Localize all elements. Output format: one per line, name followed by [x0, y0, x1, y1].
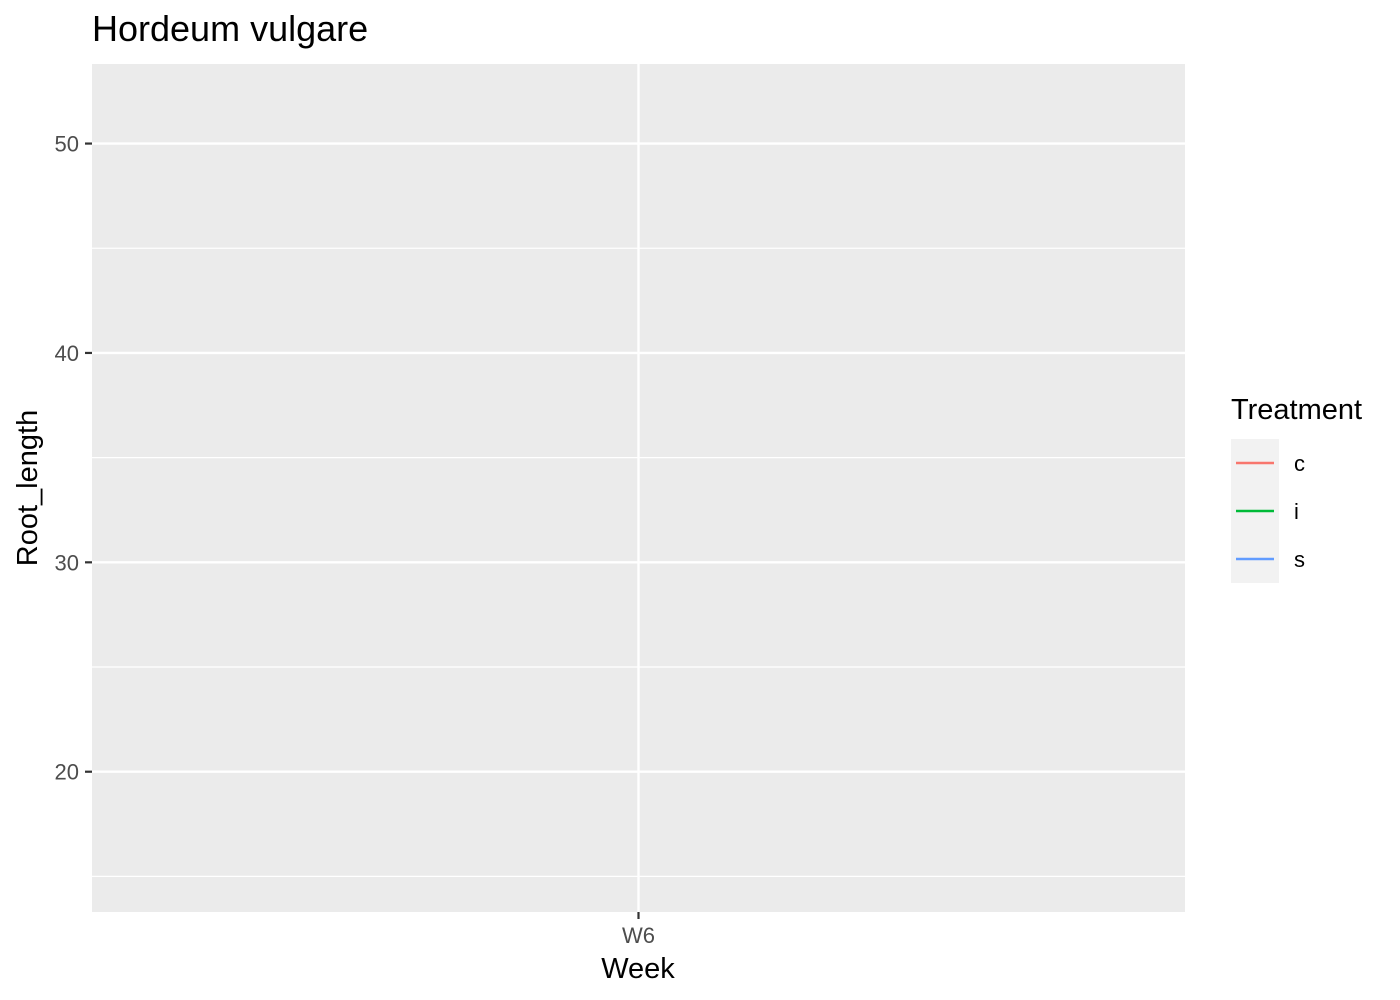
- legend: Treatment cis: [1231, 394, 1362, 583]
- y-axis-ticks: 20 30 40 50: [55, 132, 92, 785]
- y-tick-label: 20: [55, 760, 79, 785]
- x-axis-title: Week: [601, 953, 675, 985]
- x-axis-ticks: W6: [622, 912, 655, 948]
- x-tick-label: W6: [622, 923, 655, 948]
- y-tick-label: 50: [55, 132, 79, 157]
- legend-label-s: s: [1294, 547, 1305, 572]
- legend-label-i: i: [1294, 499, 1299, 524]
- y-tick-label: 40: [55, 341, 79, 366]
- y-tick-label: 30: [55, 550, 79, 575]
- chart-title: Hordeum vulgare: [92, 8, 368, 49]
- legend-label-c: c: [1294, 451, 1305, 476]
- legend-entries: cis: [1236, 451, 1305, 572]
- major-gridlines: [92, 64, 1185, 912]
- legend-title: Treatment: [1231, 394, 1362, 426]
- y-axis-title: Root_length: [12, 410, 44, 566]
